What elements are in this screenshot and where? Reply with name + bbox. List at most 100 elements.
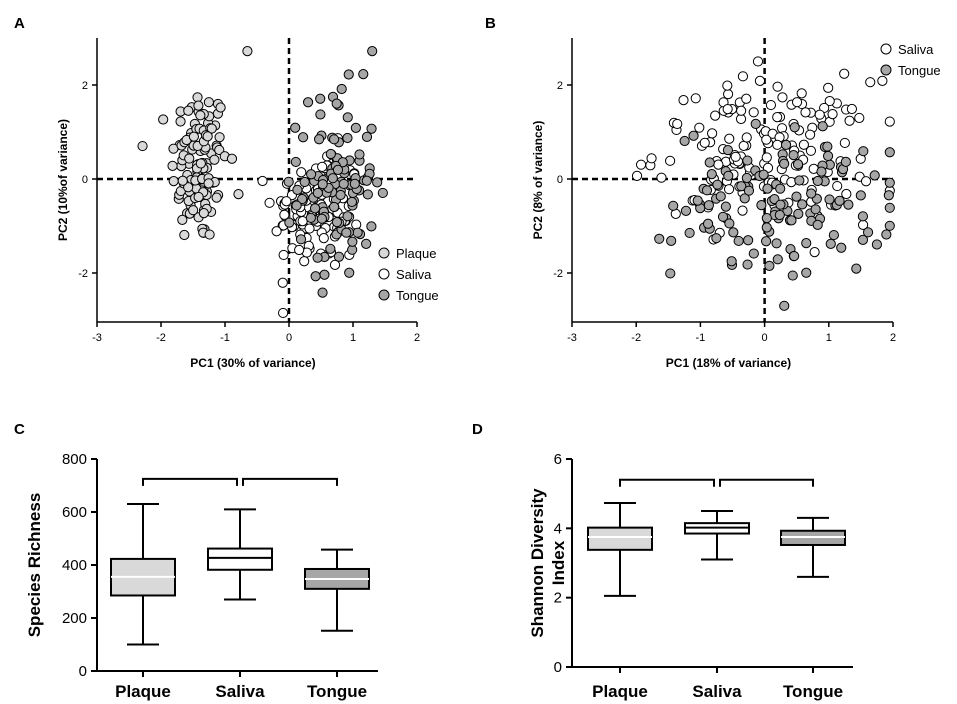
data-point-tongue bbox=[317, 287, 328, 298]
data-point-plaque bbox=[209, 154, 220, 165]
data-point-tongue bbox=[290, 156, 301, 168]
data-point-tongue bbox=[742, 259, 753, 270]
y-tick-label: -2 bbox=[78, 268, 88, 280]
data-point-saliva bbox=[736, 105, 747, 116]
data-point-saliva bbox=[809, 247, 820, 258]
data-point-plaque bbox=[175, 116, 186, 127]
data-point-plaque bbox=[202, 131, 213, 142]
data-point-saliva bbox=[754, 75, 766, 86]
data-point-tongue bbox=[704, 157, 715, 168]
data-point-saliva bbox=[761, 152, 772, 163]
y-axis-title-line: Shannon Diversity bbox=[528, 488, 547, 638]
data-point-saliva bbox=[278, 307, 289, 319]
data-point-tongue bbox=[329, 201, 340, 213]
panel-label-c: C bbox=[14, 421, 25, 438]
data-point-tongue bbox=[726, 256, 737, 267]
data-point-saliva bbox=[737, 71, 749, 82]
data-point-tongue bbox=[317, 179, 328, 190]
data-point-tongue bbox=[665, 268, 676, 279]
data-point-saliva bbox=[294, 244, 305, 256]
legend-label-plaque: Plaque bbox=[396, 246, 436, 261]
data-point-tongue bbox=[743, 185, 755, 196]
data-point-tongue bbox=[342, 132, 353, 144]
data-point-tongue bbox=[788, 149, 799, 161]
data-point-saliva bbox=[317, 161, 328, 172]
data-point-tongue bbox=[750, 118, 761, 130]
data-point-saliva bbox=[722, 80, 733, 91]
data-point-tongue bbox=[774, 209, 785, 221]
box-plaque bbox=[587, 526, 653, 551]
x-tick-label: -2 bbox=[156, 332, 166, 344]
data-point-tongue bbox=[834, 195, 845, 206]
data-point-saliva bbox=[713, 159, 724, 170]
data-point-tongue bbox=[748, 248, 759, 259]
data-point-saliva bbox=[665, 155, 676, 166]
data-point-tongue bbox=[779, 300, 790, 311]
y-tick-label: 2 bbox=[82, 80, 88, 92]
data-point-tongue bbox=[851, 263, 862, 274]
data-point-tongue bbox=[789, 122, 800, 133]
data-point-tongue bbox=[884, 220, 895, 231]
data-point-tongue bbox=[315, 109, 326, 120]
data-point-tongue bbox=[335, 189, 346, 201]
data-point-tongue bbox=[723, 170, 734, 181]
data-point-plaque bbox=[206, 123, 217, 134]
data-point-tongue bbox=[792, 159, 804, 170]
data-point-plaque bbox=[214, 132, 225, 143]
legend-label-saliva: Saliva bbox=[396, 267, 432, 282]
data-point-plaque bbox=[195, 158, 206, 169]
data-point-tongue bbox=[862, 227, 874, 238]
data-point-tongue bbox=[824, 194, 835, 205]
data-point-saliva bbox=[846, 103, 858, 115]
data-point-saliva bbox=[710, 110, 721, 121]
data-point-saliva bbox=[844, 115, 855, 126]
data-point-tongue bbox=[743, 235, 754, 246]
data-point-tongue bbox=[297, 193, 308, 205]
data-point-saliva bbox=[741, 132, 752, 143]
data-point-saliva bbox=[772, 81, 783, 92]
data-point-tongue bbox=[884, 202, 895, 213]
y-tick-label: 0 bbox=[79, 663, 87, 680]
data-point-plaque bbox=[215, 102, 226, 113]
x-tick-label: Saliva bbox=[692, 682, 742, 701]
data-point-saliva bbox=[281, 196, 292, 207]
data-point-tongue bbox=[372, 177, 383, 188]
y-tick-label: 600 bbox=[62, 504, 87, 521]
data-point-tongue bbox=[341, 227, 352, 238]
data-point-saliva bbox=[304, 223, 315, 234]
data-point-tongue bbox=[789, 250, 800, 262]
data-point-tongue bbox=[316, 213, 328, 224]
data-point-tongue bbox=[797, 199, 808, 210]
y-axis-title-line: Index bbox=[549, 540, 568, 585]
data-point-tongue bbox=[354, 149, 365, 160]
data-point-tongue bbox=[712, 179, 723, 190]
data-point-tongue bbox=[801, 238, 812, 249]
data-point-tongue bbox=[331, 217, 343, 228]
y-tick-label: 2 bbox=[554, 590, 562, 607]
data-point-plaque bbox=[198, 208, 209, 219]
data-point-saliva bbox=[329, 259, 341, 270]
data-point-saliva bbox=[824, 95, 835, 107]
data-point-tongue bbox=[836, 242, 847, 253]
data-point-saliva bbox=[722, 88, 734, 100]
data-point-tongue bbox=[843, 199, 854, 210]
data-point-tongue bbox=[332, 164, 344, 175]
data-point-saliva bbox=[841, 188, 852, 200]
data-point-saliva bbox=[791, 97, 803, 108]
data-point-tongue bbox=[825, 238, 836, 249]
data-point-saliva bbox=[823, 82, 834, 93]
data-point-tongue bbox=[840, 156, 851, 167]
data-point-saliva bbox=[296, 167, 307, 178]
data-point-tongue bbox=[350, 122, 361, 133]
data-point-saliva bbox=[814, 109, 825, 120]
data-point-plaque bbox=[183, 105, 194, 116]
x-tick-label: -1 bbox=[696, 332, 706, 344]
data-point-tongue bbox=[871, 239, 883, 250]
panel-c: C 0 200 400 600 800 Plaque Saliva Tongue Species… bbox=[14, 421, 378, 701]
data-point-tongue bbox=[362, 189, 373, 200]
data-point-saliva bbox=[723, 184, 735, 195]
data-point-tongue bbox=[703, 200, 714, 211]
data-point-tongue bbox=[717, 211, 729, 222]
data-point-plaque bbox=[193, 100, 204, 111]
data-point-saliva bbox=[854, 112, 865, 124]
